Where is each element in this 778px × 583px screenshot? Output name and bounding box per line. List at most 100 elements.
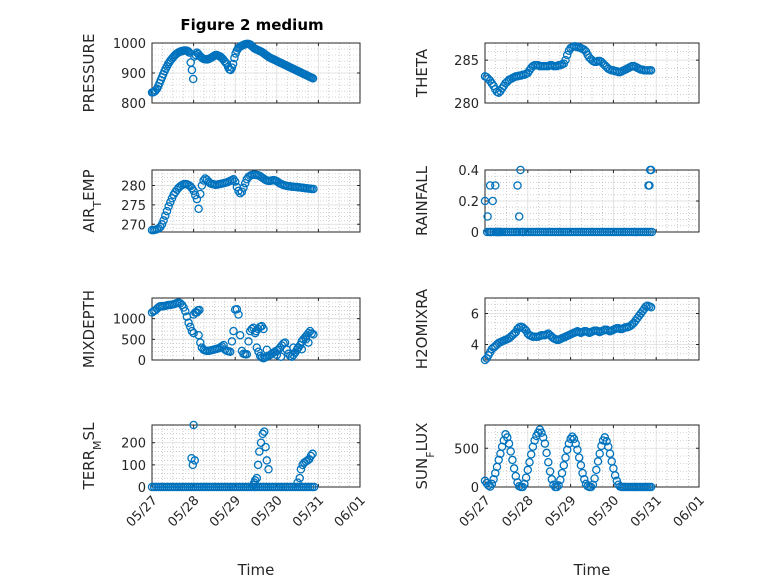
data-point [544,457,553,467]
y-tick-label: 0 [471,226,479,241]
data-point [189,328,198,338]
data-point [559,461,569,470]
data-point [258,429,267,439]
data-point [191,190,200,200]
subplot-2: 280 285 THETA [413,42,700,112]
data-point [187,65,197,75]
data-point [309,330,318,339]
data-point [229,326,238,336]
data-point [523,465,533,475]
axes-frame [484,424,700,488]
y-tick-label: 280 [121,180,146,195]
data-point [600,433,610,442]
y-axis-label: MIXDEPTH [80,290,98,368]
data-point [276,352,286,361]
data-point [525,457,534,467]
data-point [646,66,656,75]
y-tick-label: 1000 [113,37,146,52]
data-point [293,344,302,353]
data-point [262,345,272,354]
data-point [197,181,207,190]
data-point [568,432,577,441]
data-point [252,343,262,352]
y-tick-label: 4 [471,339,479,354]
data-point [230,177,240,186]
data-point [237,187,247,196]
data-point [545,467,555,476]
data-point [496,227,505,237]
data-point [308,74,318,83]
data-point [542,448,551,458]
data-point [562,50,572,60]
y-tick-label: 1000 [113,313,146,328]
data-point [530,436,539,445]
subplot-6: 4 6 H2OMIXRA [413,288,700,369]
y-tick-label: 0.2 [458,195,479,210]
data-point [487,479,497,489]
data-point [272,350,282,360]
data-point [194,204,203,214]
data-point [576,461,586,470]
data-point [293,478,302,487]
data-point [509,464,519,473]
data-point [242,349,252,359]
data-point [295,473,304,483]
data-point [580,475,589,484]
data-point [574,453,584,462]
data-point [252,473,262,483]
subplot-1: 800 900 1000 PRESSURE [80,34,361,112]
subplot-4: 0 0.2 0.4 RAINFALL [413,164,700,241]
data-point [552,482,562,492]
data-point [308,449,317,459]
data-point [646,482,656,492]
data-point [239,183,248,193]
data-point [296,465,306,474]
data-point [196,189,205,199]
data-point [590,474,599,483]
data-point [188,460,198,470]
y-tick-label: 0 [471,481,479,496]
data-point [183,47,193,56]
data-point [255,447,264,456]
data-point [646,165,656,175]
data-point [227,337,237,346]
x-axis-label: Time [237,561,275,579]
data-point [508,455,517,465]
data-point [569,434,579,444]
data-point [491,181,500,190]
y-tick-label: 0.4 [458,164,479,179]
y-axis-label: TERRMSL [80,422,104,491]
data-point [483,212,492,221]
data-point [262,456,272,465]
data-point [259,324,268,334]
data-point [557,468,567,478]
data-point [306,451,316,461]
data-point [189,186,198,196]
data-point [244,337,253,346]
y-axis-label: H2OMIXRA [413,288,431,369]
y-axis-label: THETA [413,48,431,98]
data-point [516,165,525,175]
data-point [537,428,546,438]
y-tick-label: 6 [471,308,479,323]
data-point [261,442,270,452]
data-point [561,55,570,65]
data-point [602,437,611,446]
data-point [297,345,307,354]
data-point [151,86,160,95]
data-point [190,456,200,465]
y-tick-label: 270 [121,218,146,233]
data-point [250,476,260,485]
y-axis-label: AIRTEMP [80,169,104,232]
data-point [605,449,615,458]
data-point [610,471,620,480]
data-point [188,74,198,84]
subplot-3: 270 275 280 AIRTEMP [80,169,361,235]
data-point [645,181,654,190]
data-point [162,206,172,216]
data-point [593,457,603,466]
y-tick-label: 200 [121,437,146,452]
data-point [547,475,557,484]
y-tick-label: 280 [454,97,479,112]
